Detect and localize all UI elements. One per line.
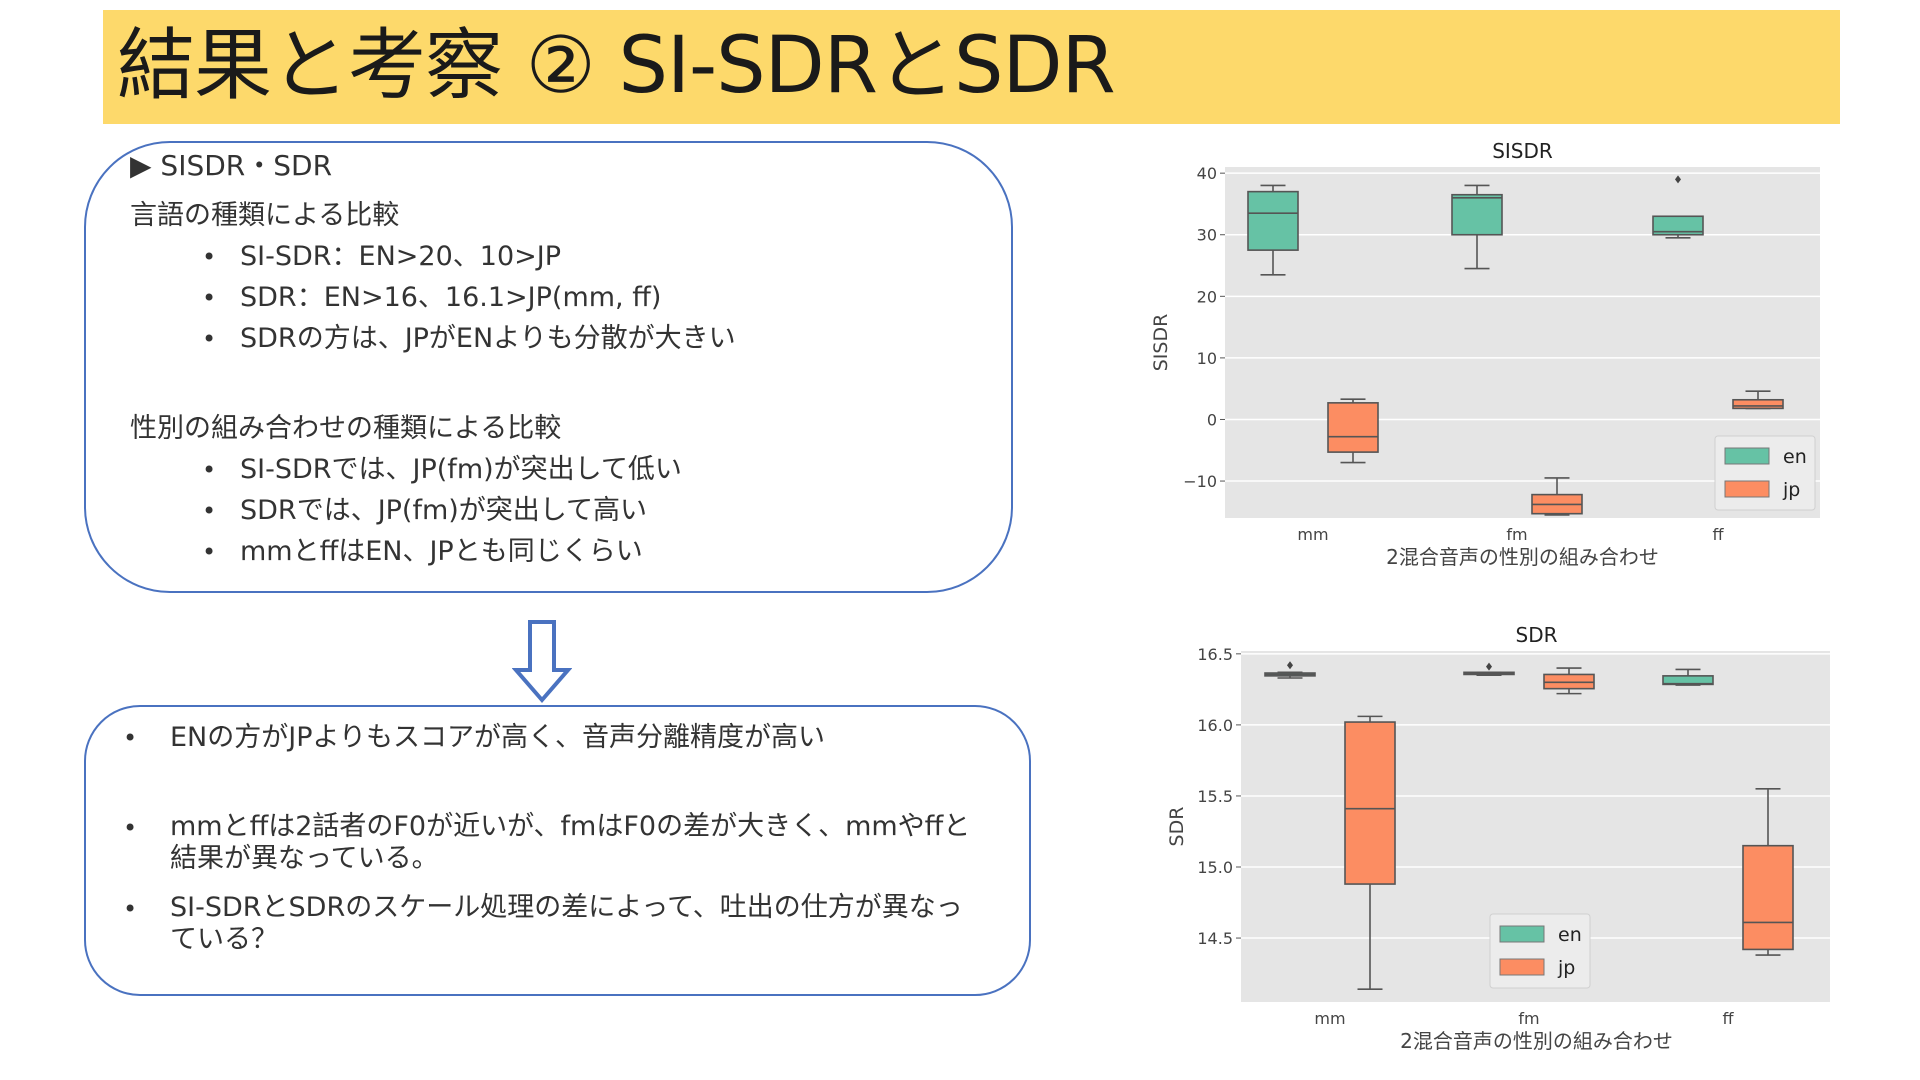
x-tick-label: mm [1297,525,1328,544]
sdr-chart: SDR 16.5 16.0 15.5 15.0 14.5 SDR mm fm ff 2混合音声の性別… [1150,618,1832,1062]
section1-title: 言語の種類による比較 [130,200,400,231]
box-jp-fm [1543,667,1595,695]
box-body [1327,402,1379,453]
flier-point [1675,175,1681,184]
bullet-dot: • [202,284,217,312]
y-tick-label: 0 [1207,410,1217,429]
y-tick-label: −10 [1183,472,1217,491]
bullet-dot: • [123,814,138,842]
y-tick-label: 16.0 [1197,716,1233,735]
section2-bullet: mmとffはEN、JPとも同じくらい [240,536,643,567]
box-body [1742,844,1794,951]
section2-bullet: SI-SDRでは、JP(fm)が突出して低い [240,454,682,485]
x-tick-label: fm [1518,1009,1539,1028]
chart-title: SDR [1516,623,1558,647]
bullet-dot: • [202,325,217,353]
section1-bullet: SDR：EN>16、16.1>JP(mm, ff) [240,282,662,313]
box-en-ff [1662,668,1714,686]
bullet-dot: • [123,895,138,923]
box-jp-ff [1742,788,1794,956]
y-tick-label: 14.5 [1197,929,1233,948]
y-axis-label: SDR [1166,807,1188,847]
y-tick-label: 16.5 [1197,645,1233,664]
box-en-fm [1451,184,1503,270]
bullet-dot: • [202,456,217,484]
box-jp-mm [1344,715,1396,991]
sisdr-chart-svg: SISDR 40 30 20 10 0 −10 SISDR mm fm ff 2混合音声の性別の組み合… [1150,139,1820,569]
conclusion-bullet: SI-SDRとSDRのスケール処理の差によって、吐出の仕方が異なっている？ [170,892,963,955]
legend-label-jp: jp [1782,479,1800,501]
section2-title: 性別の組み合わせの種類による比較 [130,413,562,444]
conclusion-bullet: ENの方がJPよりもスコアが高く、音声分離精度が高い [170,722,825,753]
box-en-mm [1264,661,1316,679]
box-body [1344,721,1396,885]
box-en-ff [1652,175,1704,239]
box-en-mm [1247,184,1299,276]
legend-label-en: en [1558,924,1582,946]
legend-swatch-en [1724,447,1770,465]
chart-legend: en jp [1489,913,1591,989]
bullet-dot: • [202,538,217,566]
y-tick-label: 30 [1197,226,1217,245]
section1-bullet: SI-SDR：EN>20、10>JP [240,241,561,272]
x-axis-label: 2混合音声の性別の組み合わせ [1386,545,1659,569]
x-tick-label: ff [1712,525,1724,544]
bullet-dot: • [202,497,217,525]
legend-swatch-jp [1724,480,1770,498]
legend-label-en: en [1783,446,1807,468]
y-tick-label: 20 [1197,287,1217,306]
sdr-chart-svg: SDR 16.5 16.0 15.5 15.0 14.5 SDR mm fm ff 2混合音声の性別… [1166,623,1832,1053]
y-tick-label: 15.5 [1197,787,1233,806]
flier-point [1287,661,1293,670]
chart-title: SISDR [1492,139,1553,163]
conclusion-box: • ENの方がJPよりもスコアが高く、音声分離精度が高い • mmとffは2話者… [84,705,1031,996]
chart-legend: en jp [1714,435,1816,511]
x-tick-label: ff [1722,1009,1734,1028]
x-tick-label: fm [1506,525,1527,544]
section2-bullet: SDRでは、JP(fm)が突出して高い [240,495,647,526]
box-en-fm [1463,662,1515,676]
slide-title: 結果と考察 ② SI-SDRとSDR [117,21,1116,111]
bullet-dot: • [202,243,217,271]
sisdr-chart: SISDR 40 30 20 10 0 −10 SISDR mm fm ff 2混合音声の性別の組み合… [1150,130,1830,584]
legend-swatch-en [1499,925,1545,943]
box-body [1247,190,1299,251]
x-tick-label: mm [1314,1009,1345,1028]
box-jp-mm [1327,398,1379,464]
conclusion-bullet: mmとffは2話者のF0が近いが、fmはF0の差が大きく、mmやffと結果が異な… [170,811,971,874]
flier-point [1486,662,1492,671]
box-body [1652,215,1704,236]
bullet-dot: • [123,724,138,752]
box-body [1732,398,1784,410]
down-arrow-icon [512,620,572,704]
title-bar: 結果と考察 ② SI-SDRとSDR [103,10,1840,124]
section1-bullet: SDRの方は、JPがENよりも分散が大きい [240,323,736,354]
findings-box: ▶ SISDR・SDR 言語の種類による比較 • SI-SDR：EN>20、10… [84,141,1013,593]
y-tick-label: 10 [1197,349,1217,368]
box-jp-fm [1531,477,1583,516]
box-body [1451,193,1503,236]
x-axis-label: 2混合音声の性別の組み合わせ [1400,1029,1673,1053]
legend-label-jp: jp [1557,957,1575,979]
y-tick-label: 15.0 [1197,858,1233,877]
y-axis-label: SISDR [1150,314,1172,372]
y-tick-label: 40 [1197,164,1217,183]
box1-heading: ▶ SISDR・SDR [130,149,333,182]
legend-swatch-jp [1499,958,1545,976]
